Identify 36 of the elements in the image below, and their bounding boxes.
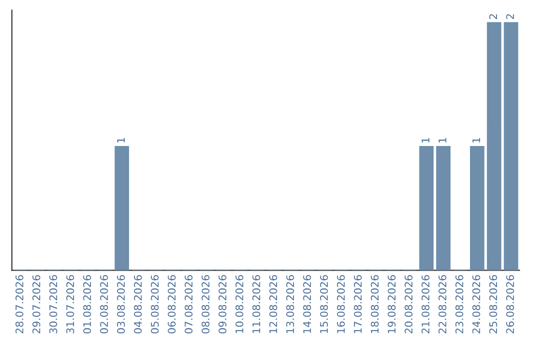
x-tick-label: 12.08.2026 [269,275,278,333]
x-tick-label: 10.08.2026 [235,275,244,333]
x-tick-label: 06.08.2026 [168,275,176,334]
x-tick-label: 24.08.2026 [472,275,480,334]
x-tick-label: 11.08.2026 [252,275,260,333]
x-tick-label: 17.08.2026 [354,275,362,333]
x-tick-label: 20.08.2026 [404,275,413,334]
x-tick-label: 31.07.2026 [66,275,74,334]
x-tick-label: 08.08.2026 [202,275,210,334]
data-label: 2 [506,14,514,20]
data-label: 2 [489,14,497,20]
x-tick-label: 23.08.2026 [455,275,464,334]
x-tick-label: 03.08.2026 [117,275,125,334]
x-tick-label: 25.08.2026 [489,275,498,334]
x-tick-label: 02.08.2026 [100,275,108,334]
x-tick-label: 13.08.2026 [286,275,294,333]
x-tick-label: 28.07.2026 [15,275,24,334]
data-label: 1 [472,138,480,143]
x-tick-label: 19.08.2026 [388,275,396,333]
x-tick-label: 14.08.2026 [303,275,311,333]
x-tick-label: 07.08.2026 [184,275,193,334]
x-tick-label: 09.08.2026 [218,275,226,334]
x-tick-label: 16.08.2026 [336,275,345,333]
x-tick-label: 26.08.2026 [506,275,514,334]
x-tick-label: 21.08.2026 [422,275,430,334]
x-tick-label: 04.08.2026 [134,275,142,334]
x-tick-label: 18.08.2026 [370,275,379,333]
x-tick-label: 29.07.2026 [32,275,40,334]
x-tick-label: 15.08.2026 [320,275,328,333]
data-label: 1 [438,138,446,143]
x-tick-label: 22.08.2026 [438,275,446,334]
data-label: 1 [422,138,430,143]
x-tick-label: 30.07.2026 [49,275,58,334]
x-tick-label: 01.08.2026 [83,275,92,334]
data-label: 1 [117,138,125,143]
x-tick-label: 05.08.2026 [150,275,159,334]
